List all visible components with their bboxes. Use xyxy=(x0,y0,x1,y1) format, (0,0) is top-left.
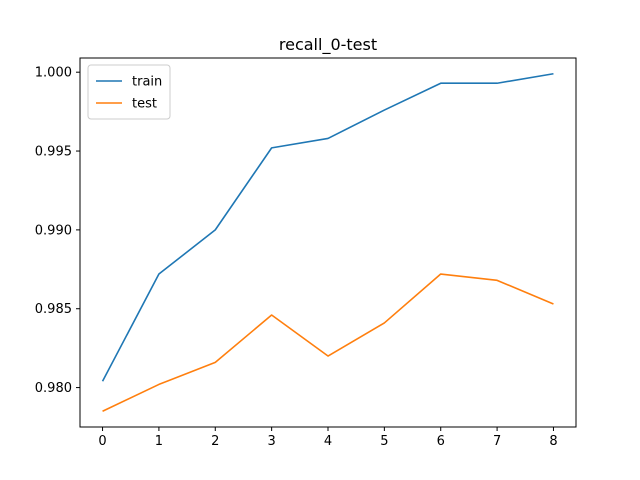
chart-title: recall_0-test xyxy=(279,35,377,55)
x-tick-label: 6 xyxy=(437,434,445,449)
y-tick-label: 0.990 xyxy=(35,223,72,238)
x-tick-label: 0 xyxy=(98,434,106,449)
x-tick-label: 7 xyxy=(493,434,501,449)
x-tick-label: 2 xyxy=(211,434,219,449)
y-tick-label: 1.000 xyxy=(35,66,72,81)
y-tick-label: 0.995 xyxy=(35,145,72,160)
series-layer xyxy=(101,72,554,412)
legend-label-test: test xyxy=(132,97,157,112)
x-tick-label: 1 xyxy=(155,434,163,449)
axes-layer: 0 1 2 3 4 5 6 7 8 0.980 0.985 0.990 0.995 1.000 xyxy=(35,57,577,449)
series-line-train xyxy=(101,72,554,382)
legend: train test xyxy=(87,64,171,120)
x-tick-label: 4 xyxy=(324,434,332,449)
series-line-test xyxy=(102,273,554,412)
x-tick-label: 5 xyxy=(380,434,388,449)
x-tick-label: 3 xyxy=(267,434,275,449)
x-tick-label: 8 xyxy=(549,434,557,449)
legend-label-train: train xyxy=(132,75,162,90)
y-tick-label: 0.985 xyxy=(35,302,72,317)
y-tick-label: 0.980 xyxy=(35,381,72,396)
legend-box xyxy=(87,64,171,120)
